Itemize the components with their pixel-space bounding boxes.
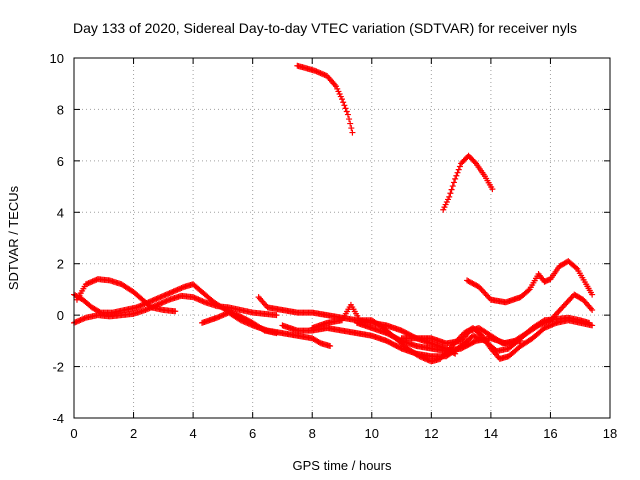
x-tick-label: 18	[603, 426, 617, 441]
y-tick-label: 8	[57, 102, 64, 117]
data-point	[589, 307, 596, 313]
series-s6	[71, 292, 280, 326]
data-point	[344, 111, 351, 118]
data-point	[341, 102, 348, 109]
y-tick-label: -4	[52, 411, 64, 426]
data-point	[346, 116, 353, 123]
data-point	[339, 96, 345, 103]
x-tick-label: 0	[70, 426, 77, 441]
x-tick-label: 8	[309, 426, 316, 441]
series-s4	[73, 276, 179, 315]
x-tick-label: 2	[130, 426, 137, 441]
series-s2	[440, 152, 496, 213]
x-tick-label: 14	[484, 426, 498, 441]
data-point	[456, 163, 463, 170]
x-tick-label: 6	[249, 426, 256, 441]
plot-frame	[73, 57, 611, 419]
y-tick-label: 10	[50, 51, 64, 66]
x-tick-label: 16	[543, 426, 557, 441]
data-point	[454, 169, 461, 176]
data-point	[572, 264, 579, 271]
series-s5	[71, 281, 280, 337]
x-axis-label: GPS time / hours	[293, 458, 392, 473]
x-tick-label: 12	[424, 426, 438, 441]
data-point	[448, 186, 455, 193]
y-tick-label: -2	[52, 360, 64, 375]
data-point	[453, 172, 460, 179]
data-point	[340, 99, 347, 106]
y-axis-label: SDTVAR / TECUs	[6, 185, 21, 290]
x-tick-label: 4	[189, 426, 196, 441]
axis-ticks: 0 2 4 6 8 10 12 14 16 18 -4 -2 0 2 4 6 8 10	[50, 51, 618, 441]
series-s1	[294, 62, 356, 136]
data-point	[471, 159, 478, 166]
series-s12	[353, 319, 524, 355]
data-point	[273, 312, 280, 319]
data-point	[446, 193, 453, 200]
y-tick-label: 4	[57, 205, 64, 220]
chart-title: Day 133 of 2020, Sidereal Day-to-day VTE…	[73, 20, 577, 36]
data-point	[450, 179, 457, 186]
data-point	[452, 175, 459, 182]
data-point	[586, 319, 593, 326]
data-point	[349, 129, 356, 136]
data-point	[447, 190, 454, 197]
x-tick-label: 10	[365, 426, 379, 441]
data-point	[525, 287, 532, 294]
y-tick-label: 2	[57, 257, 64, 272]
series-s3	[464, 258, 596, 306]
y-tick-label: 0	[57, 308, 64, 323]
series-s7	[199, 309, 334, 349]
data-point	[449, 183, 456, 190]
data-point	[489, 186, 496, 193]
data-point	[517, 337, 524, 344]
y-tick-label: 6	[57, 154, 64, 169]
data-point	[327, 343, 334, 349]
data-point	[343, 108, 350, 115]
data-point	[342, 105, 349, 112]
data-point	[589, 291, 596, 298]
data-points	[71, 62, 596, 365]
data-point	[347, 120, 354, 127]
data-point	[348, 125, 355, 132]
grid-lines	[74, 58, 610, 418]
data-point	[172, 308, 179, 315]
data-point	[455, 166, 462, 173]
